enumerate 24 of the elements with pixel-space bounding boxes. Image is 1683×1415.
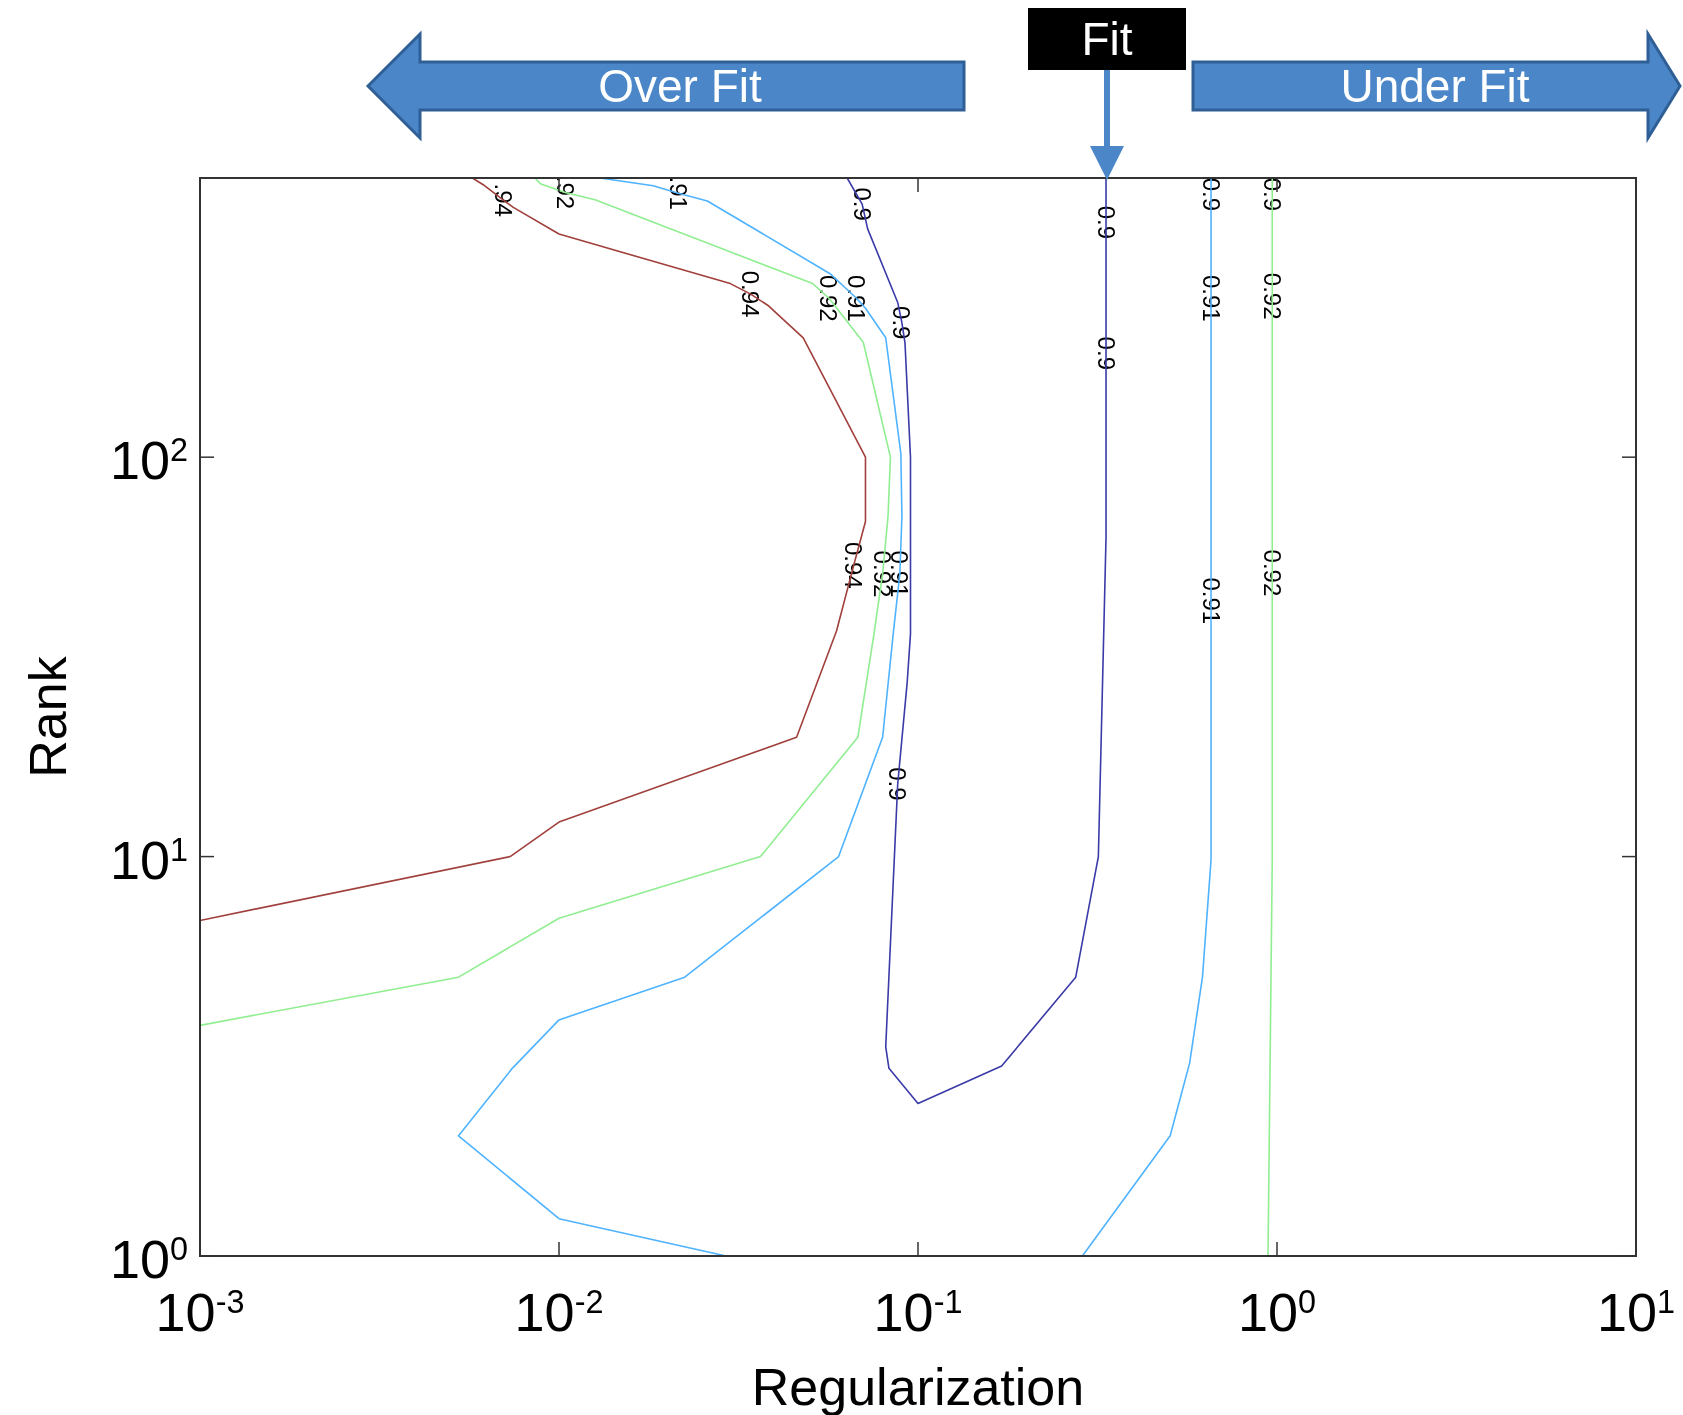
- y-axis-title: Rank: [19, 655, 77, 778]
- annotation: 0.9: [1092, 205, 1120, 240]
- y-tick-label: 10$^{2}$: [109, 430, 188, 491]
- y-tick-label: 10$^{1}$: [109, 829, 188, 890]
- annotation: 0.9: [1197, 177, 1225, 212]
- annotation: 0.9: [848, 187, 876, 221]
- annotation: .91: [664, 176, 692, 210]
- annotation: 0.91: [1197, 274, 1225, 322]
- annotation: 0.9: [1092, 336, 1120, 370]
- text: Under Fit: [1340, 60, 1530, 112]
- x-tick-label: 10$^{0}$: [1237, 1282, 1317, 1342]
- annotation: 0.91: [1197, 577, 1225, 625]
- x-tick-label: 10$^{1}$: [1596, 1282, 1676, 1342]
- annotation: 0.94: [737, 270, 765, 318]
- text: Fit: [1081, 13, 1133, 65]
- x-tick-label: 10$^{-2}$: [514, 1282, 604, 1342]
- annotation: 0.9: [888, 306, 916, 340]
- annotation: 0.92: [1258, 272, 1286, 320]
- annotation: 0.91: [842, 274, 870, 322]
- annotation: 0.9: [884, 767, 912, 801]
- annotation: 0.92: [815, 274, 843, 322]
- x-tick-label: 10$^{-1}$: [873, 1282, 963, 1342]
- annotation: .94: [489, 183, 517, 217]
- text: Over Fit: [598, 60, 762, 112]
